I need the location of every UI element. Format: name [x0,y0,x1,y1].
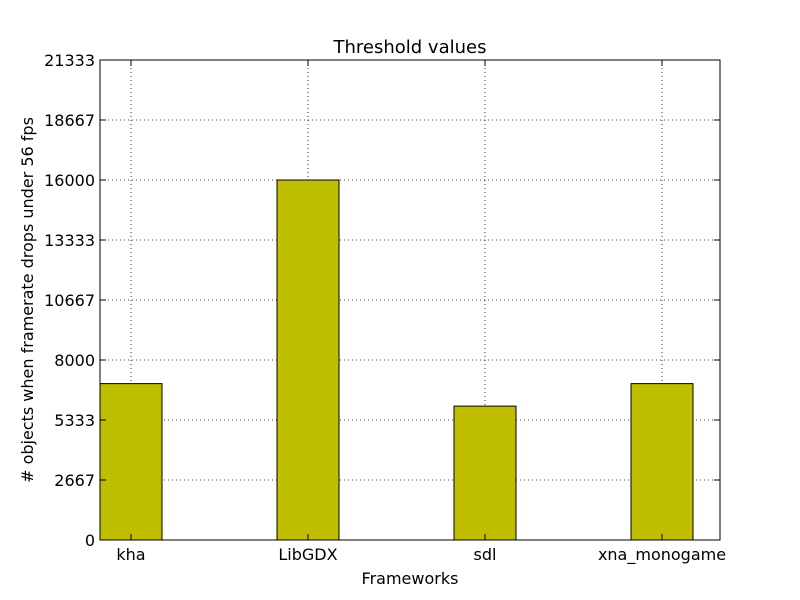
x-tick-label: kha [116,545,145,564]
x-axis-ticks: kha LibGDX sdl xna_monogame [116,60,726,565]
bar-libgdx [276,179,340,541]
y-tick-label: 13333 [44,231,95,250]
y-tick-label: 5333 [54,411,95,430]
y-tick-label: 10667 [44,291,95,310]
y-tick-label: 2667 [54,471,95,490]
bar-sdl [453,405,517,541]
bars [99,179,694,541]
y-tick-label: 21333 [44,51,95,70]
y-axis-label: # objects when framerate drops under 56 … [18,117,37,483]
y-tick-label: 8000 [54,351,95,370]
bar-kha [99,383,163,541]
y-tick-label: 18667 [44,111,95,130]
y-tick-label: 0 [85,531,95,550]
y-tick-label: 16000 [44,171,95,190]
x-tick-label: sdl [474,545,497,564]
x-tick-label: xna_monogame [598,545,726,565]
x-tick-label: LibGDX [278,545,337,564]
grid-lines [100,59,720,541]
bar-xna-monogame [630,383,694,541]
x-axis-label: Frameworks [362,569,459,588]
chart-title: Threshold values [333,37,487,58]
y-axis-ticks: 0 2667 5333 8000 10667 13333 16000 18667 21333 [44,51,720,550]
